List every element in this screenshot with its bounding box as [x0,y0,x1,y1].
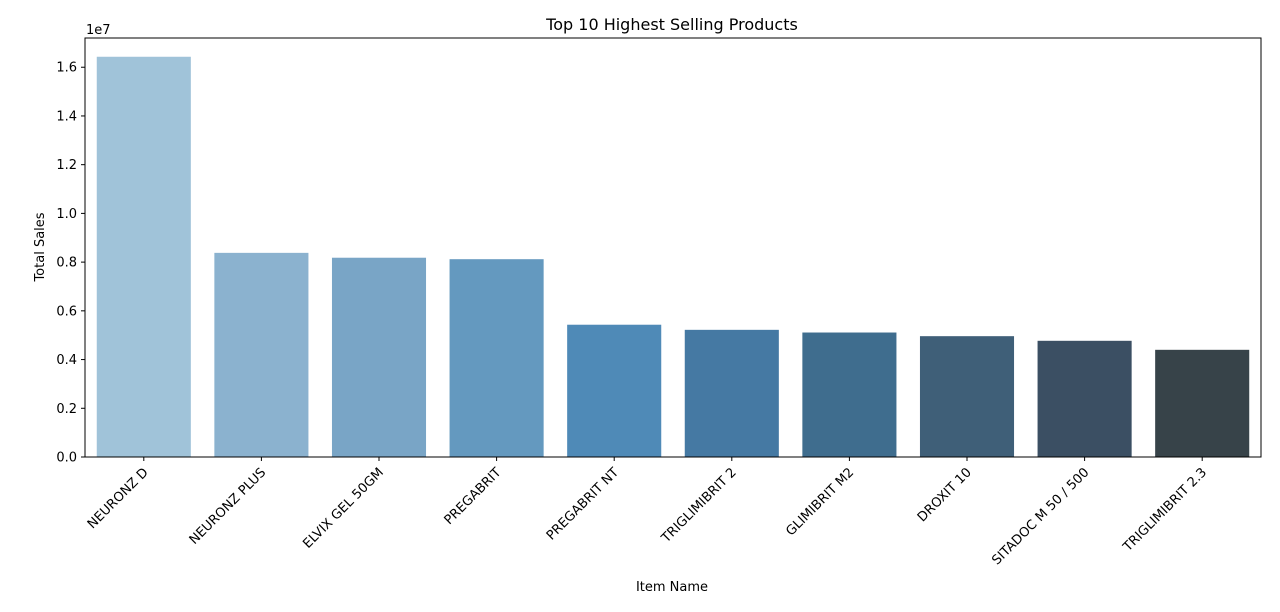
x-tick-label: TRIGLIMIBRIT 2 [658,465,739,546]
x-tick-label: DROXIT 10 [915,465,975,525]
plot-frame [84,37,1262,458]
x-tick-label: GLIMIBRIT M2 [783,465,857,539]
x-tick-label: PREGABRIT NT [544,465,622,543]
y-tick-label: 1.0 [56,207,77,222]
chart-title: Top 10 Highest Selling Products [545,15,798,34]
x-tick-label: NEURONZ D [85,465,152,532]
bar [684,329,779,457]
bar [567,324,662,457]
y-tick-label: 0.6 [56,304,77,319]
x-tick-label: ELVIX GEL 50GM [300,465,386,551]
bars-group [96,56,1250,457]
x-tick-label: PREGABRIT [442,465,505,528]
bar [331,257,427,457]
y-tick-label: 0.0 [56,451,77,466]
y-axis-ticks: 0.0 0.2 0.4 0.6 0.8 1.0 1.2 1.4 1.6 [56,61,85,466]
bar [919,336,1015,457]
y-tick-label: 1.2 [56,158,77,173]
x-axis-title: Item Name [636,580,708,595]
y-tick-label: 0.4 [56,353,77,368]
bar [214,252,309,457]
bar [1155,349,1250,457]
x-axis-ticks: NEURONZ D NEURONZ PLUS ELVIX GEL 50GM PREGA… [85,457,1210,568]
y-tick-label: 0.8 [56,256,77,271]
x-tick-label: NEURONZ PLUS [187,465,270,548]
bar [1037,340,1132,457]
x-tick-label: SITADOC M 50 / 500 [989,465,1092,568]
x-tick-label: TRIGLIMIBRIT 2.3 [1120,465,1210,555]
y-axis-scale-label: 1e7 [86,23,111,38]
bar [449,259,544,457]
bar [802,332,897,457]
y-axis-title: Total Sales [33,212,48,282]
bar [96,56,191,457]
y-tick-label: 1.4 [56,109,77,124]
y-tick-label: 1.6 [56,61,77,76]
y-tick-label: 0.2 [56,402,77,417]
